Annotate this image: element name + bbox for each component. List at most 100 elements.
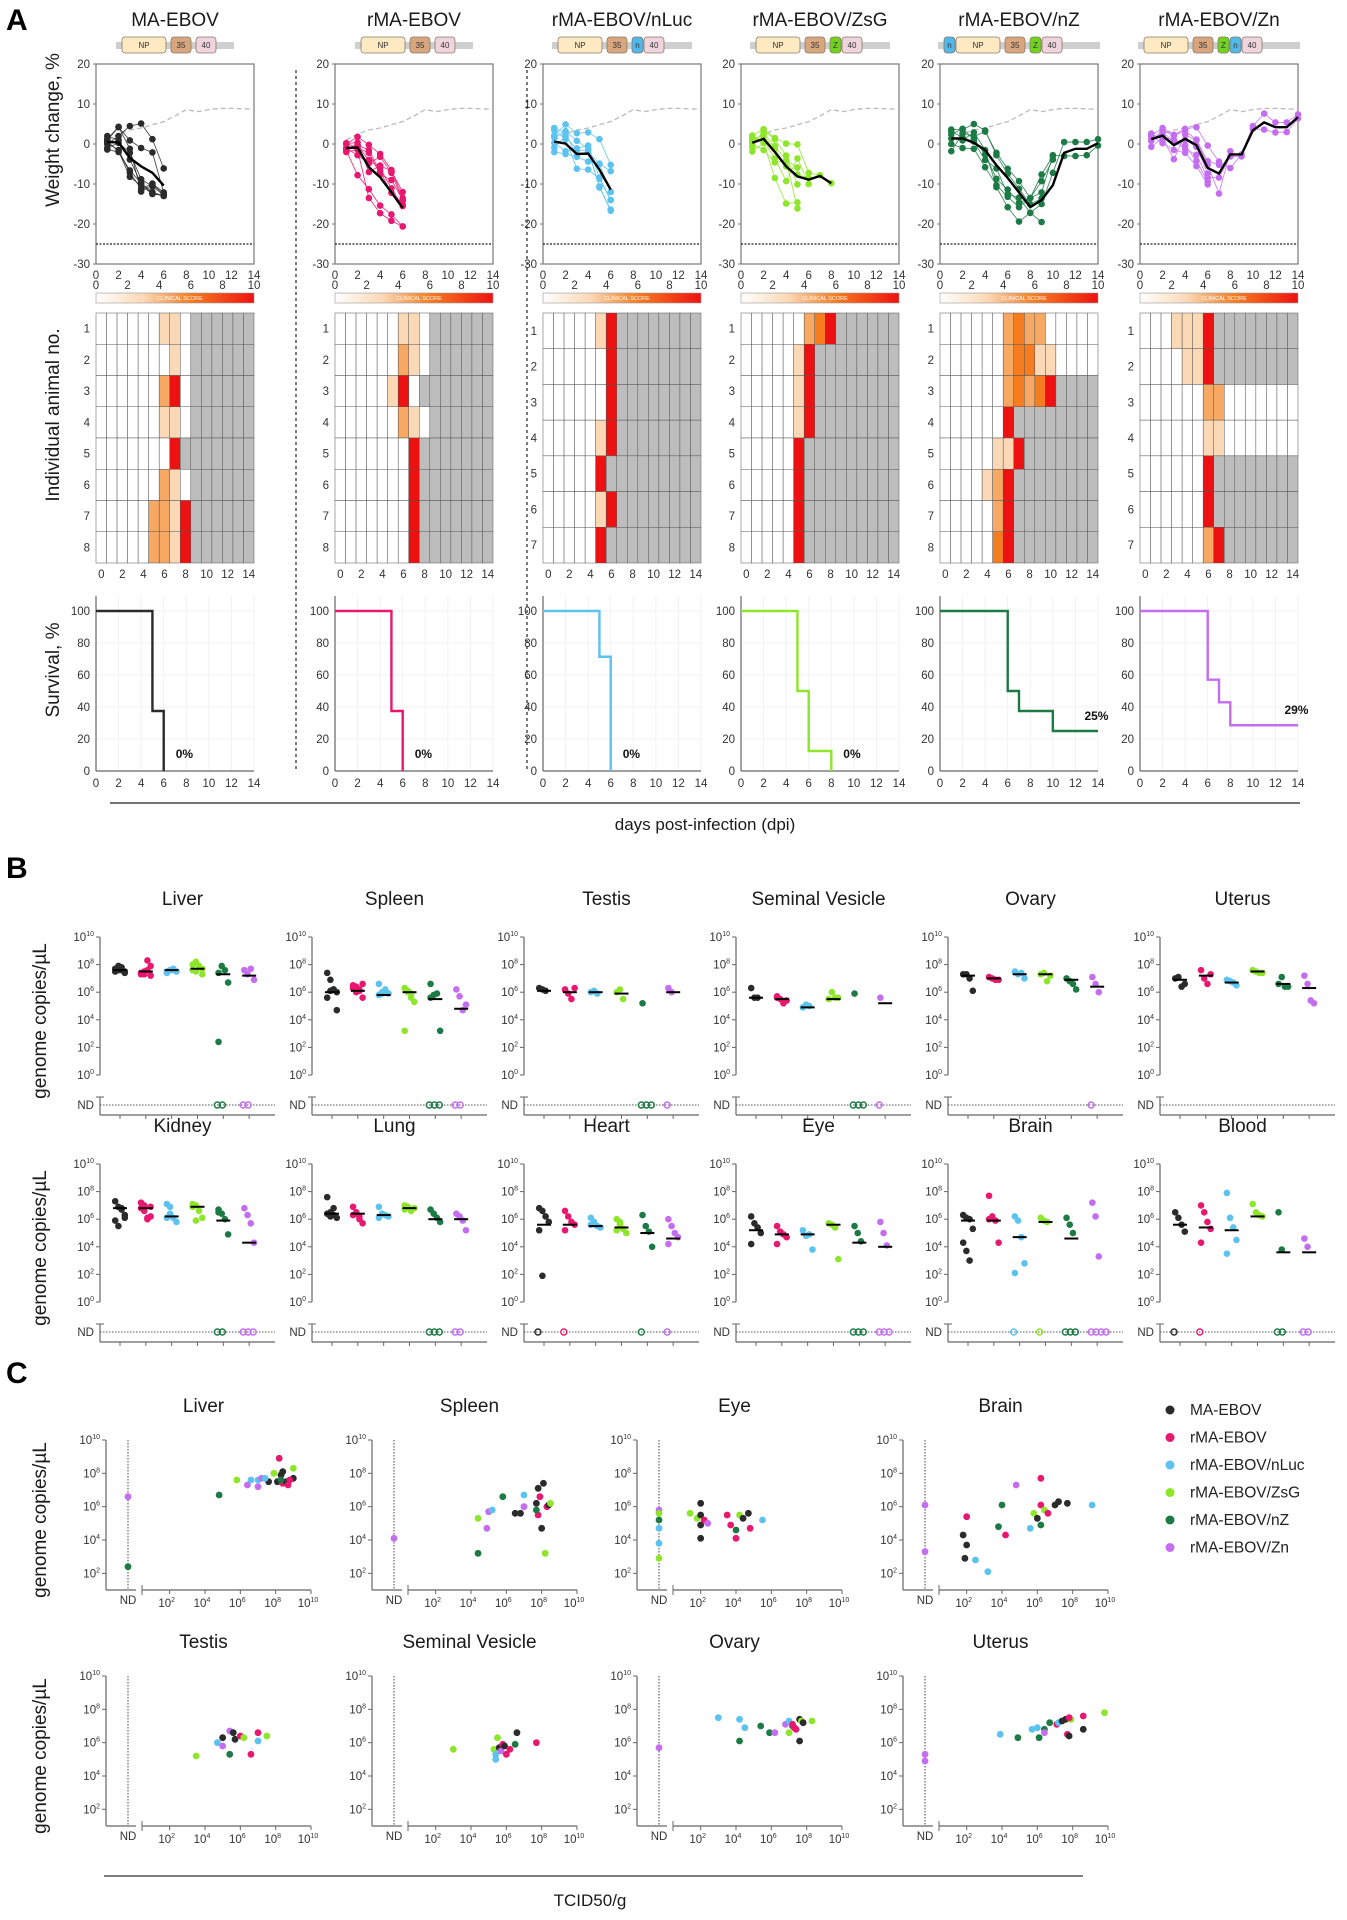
data-point bbox=[244, 1211, 251, 1219]
weight-point bbox=[760, 130, 767, 137]
survival-curve bbox=[741, 609, 833, 771]
scatter-point bbox=[655, 1744, 663, 1752]
weight-point bbox=[115, 123, 122, 131]
exponent: 4 bbox=[1003, 1833, 1007, 1840]
x-tick-label: 102 bbox=[424, 1597, 441, 1610]
weight-point bbox=[103, 146, 111, 153]
score-cell bbox=[981, 312, 993, 345]
colorbar-tick: 8 bbox=[864, 280, 870, 292]
scatter-point bbox=[796, 1737, 803, 1745]
scatter-point bbox=[808, 1717, 816, 1725]
score-cell bbox=[1181, 527, 1193, 564]
tissue-title: Brain bbox=[978, 1396, 1022, 1417]
scatter-point bbox=[771, 1729, 779, 1737]
colorbar-gradient bbox=[334, 292, 494, 304]
exponent: 4 bbox=[737, 1597, 741, 1604]
y-tick-label: 1010 bbox=[345, 1434, 366, 1447]
x-tick-label: 108 bbox=[264, 1597, 281, 1610]
score-cell bbox=[992, 469, 1004, 501]
score-cell bbox=[355, 469, 367, 501]
score-cell bbox=[595, 491, 607, 528]
x-tick-label: 4 bbox=[1182, 270, 1189, 282]
score-cell bbox=[1066, 531, 1078, 564]
score-cell bbox=[1234, 384, 1246, 421]
score-cell bbox=[222, 375, 234, 407]
score-cell bbox=[793, 312, 805, 345]
y-tick-label: 106 bbox=[925, 1213, 942, 1226]
gene-label: n bbox=[1233, 41, 1237, 50]
score-cell bbox=[542, 455, 554, 492]
scatter-point bbox=[233, 1476, 241, 1484]
weight-point bbox=[993, 175, 1000, 183]
score-cell bbox=[856, 344, 868, 376]
nd-label: ND bbox=[386, 1831, 403, 1843]
score-cell bbox=[1024, 375, 1036, 407]
score-cell bbox=[334, 469, 346, 501]
nd-label: ND bbox=[651, 1831, 668, 1843]
colorbar-tick: 8 bbox=[1263, 280, 1269, 292]
score-cell bbox=[169, 312, 181, 345]
score-cell bbox=[408, 500, 420, 532]
score-cell bbox=[355, 375, 367, 407]
exponent: 0 bbox=[90, 1296, 94, 1303]
weight-point bbox=[1193, 151, 1200, 159]
scatter-point bbox=[799, 1719, 807, 1727]
data-point bbox=[330, 1204, 337, 1212]
x-tick-label: 0 bbox=[942, 569, 948, 581]
score-cell bbox=[461, 406, 473, 439]
gene-35 bbox=[804, 36, 826, 54]
data-point bbox=[1223, 1189, 1231, 1197]
x-tick-label: 2 bbox=[1159, 778, 1165, 790]
colorbar-label: CLINICAL SCORE bbox=[1201, 296, 1247, 302]
scatter-point bbox=[532, 1506, 540, 1514]
data-point bbox=[199, 1214, 206, 1222]
gene-z bbox=[1217, 36, 1230, 54]
final-survival-label: 0% bbox=[623, 747, 641, 761]
exponent: 0 bbox=[90, 1069, 94, 1076]
x-tick-label: 8 bbox=[1227, 778, 1233, 790]
x-tick-label: 14 bbox=[248, 270, 261, 282]
exponent: 6 bbox=[1150, 986, 1154, 993]
y-tick-label: 102 bbox=[614, 1567, 631, 1580]
score-cell bbox=[825, 375, 837, 407]
scatter-point bbox=[1079, 1712, 1087, 1720]
weight-point bbox=[137, 120, 145, 127]
score-cell bbox=[1002, 437, 1014, 470]
score-cell bbox=[1234, 312, 1246, 349]
exponent: 6 bbox=[362, 1501, 366, 1508]
score-cell bbox=[127, 469, 139, 501]
y-tick-label: 102 bbox=[925, 1041, 942, 1054]
data-point bbox=[1021, 1260, 1028, 1267]
score-cell bbox=[740, 375, 752, 407]
score-cell bbox=[542, 527, 554, 564]
data-point bbox=[323, 994, 331, 1002]
score-cell bbox=[542, 348, 554, 385]
y-tick-label: 0 bbox=[928, 139, 934, 151]
score-cell bbox=[950, 500, 962, 532]
score-cell bbox=[825, 312, 837, 345]
colorbar-tick: 2 bbox=[363, 280, 369, 292]
gene-label: 40 bbox=[202, 41, 211, 50]
x-tick-label: 0 bbox=[1137, 778, 1143, 790]
weight-point bbox=[794, 155, 801, 162]
score-cell bbox=[584, 384, 596, 421]
y-tick-label: 100 bbox=[501, 1296, 518, 1309]
score-cell bbox=[1034, 312, 1046, 345]
score-cell bbox=[803, 531, 815, 564]
scatter-point bbox=[511, 1740, 519, 1748]
data-point bbox=[1249, 1200, 1256, 1208]
score-cell bbox=[846, 375, 858, 407]
score-cell bbox=[679, 384, 691, 421]
x-tick-label: 102 bbox=[689, 1833, 706, 1846]
weight-point bbox=[782, 140, 790, 147]
score-cell bbox=[222, 312, 234, 345]
exponent: 2 bbox=[1150, 1268, 1154, 1275]
y-tick-label: 108 bbox=[925, 959, 942, 972]
y-tick-label: 106 bbox=[77, 986, 94, 999]
x-tick-label: 8 bbox=[630, 778, 636, 790]
score-cell bbox=[148, 500, 160, 532]
weight-point bbox=[126, 145, 134, 153]
data-point bbox=[1043, 977, 1051, 985]
